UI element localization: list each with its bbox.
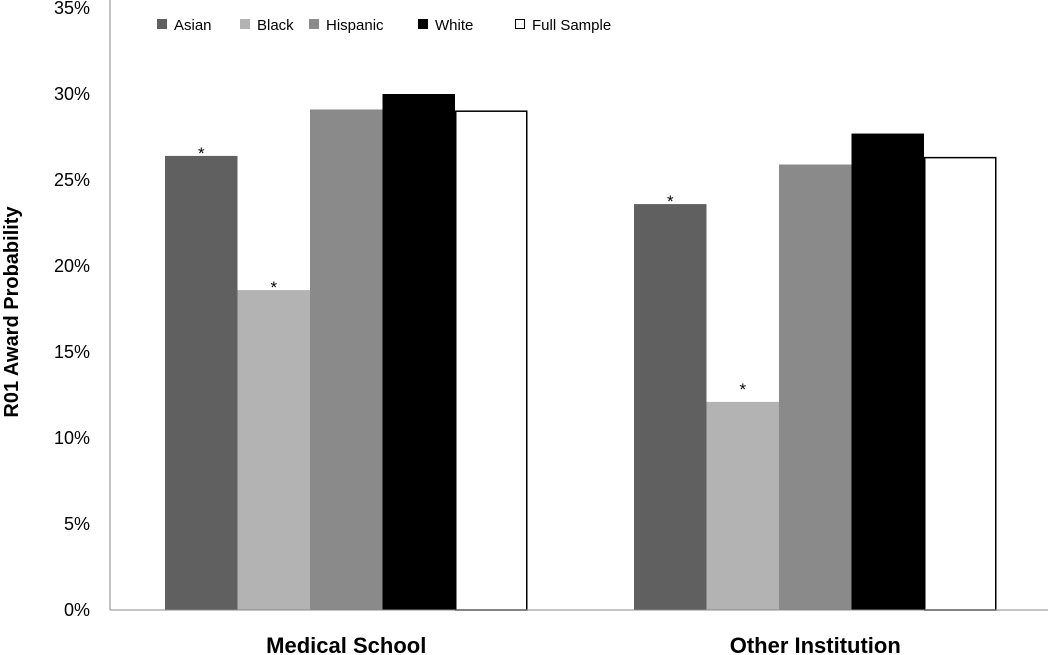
bar-black-0 — [237, 290, 310, 610]
legend-swatch-asian — [157, 19, 167, 29]
axes — [109, 0, 1048, 611]
significance-marker: * — [270, 278, 277, 297]
x-category-label: Medical School — [266, 633, 426, 655]
bar-full-sample-0 — [455, 110, 528, 611]
y-tick-label: 20% — [54, 256, 90, 276]
legend-swatch-hispanic — [309, 19, 319, 29]
x-category-label: Other Institution — [730, 633, 901, 655]
legend-swatch-full-sample — [515, 19, 525, 29]
bar-asian-0 — [165, 155, 238, 611]
legend-label-asian: Asian — [174, 17, 212, 34]
significance-marker: * — [198, 144, 205, 163]
legend: Asian Black Hispanic White Full Sample — [157, 17, 611, 34]
legend-label-hispanic: Hispanic — [326, 17, 384, 34]
legend-swatch-black — [240, 19, 250, 29]
y-tick-label: 0% — [64, 600, 90, 620]
y-tick-label: 15% — [54, 342, 90, 362]
y-tick-label: 25% — [54, 170, 90, 190]
legend-label-black: Black — [257, 17, 294, 34]
bar-hispanic-1 — [779, 164, 852, 610]
bar-hispanic-0 — [310, 109, 383, 610]
y-tick-label: 30% — [54, 84, 90, 104]
bar-full-sample-1 — [924, 156, 997, 611]
y-tick-label: 10% — [54, 428, 90, 448]
significance-marker: * — [739, 380, 746, 399]
y-axis-title: R01 Award Probability — [1, 206, 23, 418]
bar-black-1 — [706, 401, 779, 610]
significance-marker: * — [667, 192, 674, 211]
y-tick-label: 5% — [64, 514, 90, 534]
bar-white-1 — [851, 133, 924, 610]
bars: * * Medical School * * Other Institution — [165, 94, 997, 655]
legend-label-white: White — [435, 17, 473, 34]
y-tick-label: 35% — [54, 0, 90, 18]
bar-white-0 — [382, 94, 455, 610]
bar-asian-1 — [634, 204, 707, 610]
legend-swatch-white — [418, 19, 428, 29]
legend-label-full-sample: Full Sample — [532, 17, 611, 34]
y-axis-ticks: 0% 5% 10% 15% 20% 25% 30% 35% — [54, 0, 90, 620]
